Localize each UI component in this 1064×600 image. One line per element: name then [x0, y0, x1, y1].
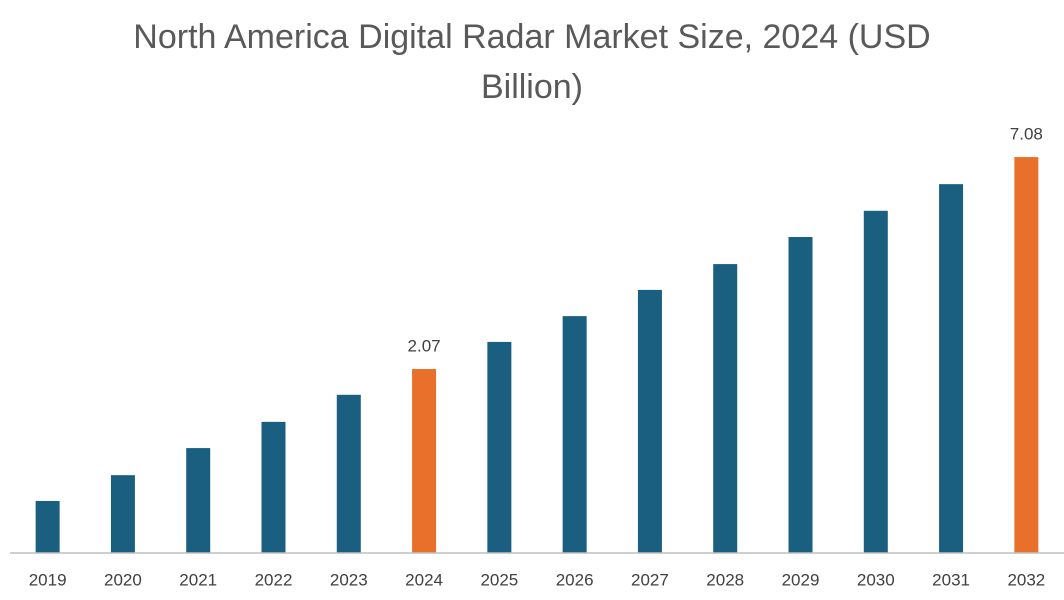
- bar: [186, 448, 211, 553]
- x-tick-label: 2030: [857, 570, 895, 589]
- bar: [487, 341, 512, 553]
- bar: [336, 394, 361, 553]
- bar: [110, 475, 135, 553]
- x-tick-label: 2022: [255, 570, 293, 589]
- bar: [35, 500, 60, 553]
- bar: [412, 368, 437, 553]
- chart-title: North America Digital Radar Market Size,…: [133, 18, 931, 106]
- x-tick-label: 2021: [179, 570, 217, 589]
- bar: [261, 421, 286, 553]
- x-tick-label: 2028: [706, 570, 744, 589]
- x-tick-label: 2031: [932, 570, 970, 589]
- x-tick-label: 2029: [782, 570, 820, 589]
- data-label: 2.07: [408, 336, 441, 355]
- x-tick-label: 2024: [405, 570, 443, 589]
- x-tick-label: 2025: [480, 570, 518, 589]
- bar: [713, 264, 738, 553]
- x-tick-label: 2026: [556, 570, 594, 589]
- x-tick-label: 2032: [1007, 570, 1045, 589]
- bar: [788, 237, 813, 554]
- x-tick-label: 2020: [104, 570, 142, 589]
- x-tick-label: 2019: [29, 570, 67, 589]
- bar: [863, 210, 888, 553]
- bar: [939, 184, 964, 554]
- x-tick-label: 2027: [631, 570, 669, 589]
- bar: [562, 316, 587, 553]
- bar: [637, 289, 662, 553]
- data-label: 7.08: [1010, 125, 1043, 144]
- x-tick-label: 2023: [330, 570, 368, 589]
- bar: [1014, 157, 1039, 553]
